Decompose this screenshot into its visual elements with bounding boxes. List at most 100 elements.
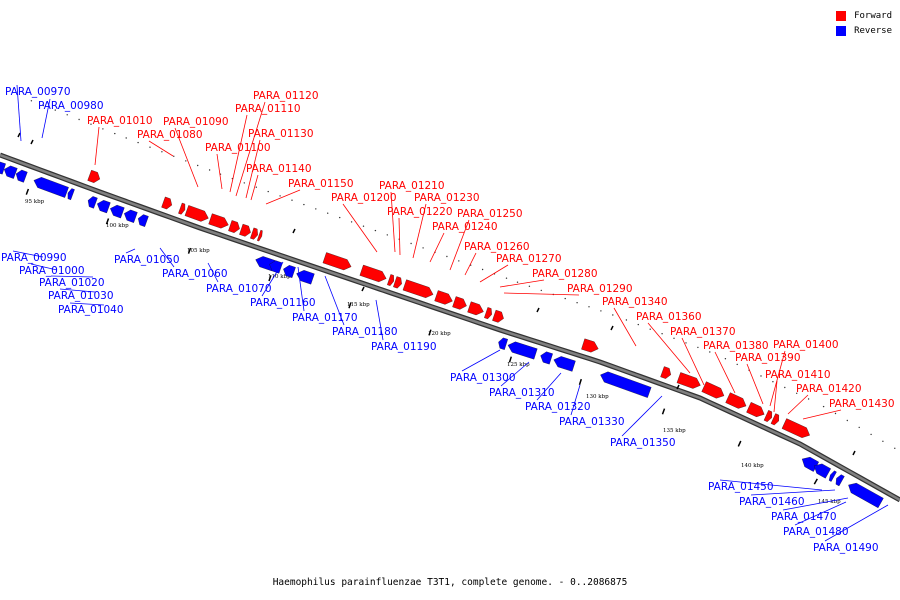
gene-label-para-01180[interactable]: PARA_01180 bbox=[332, 326, 398, 338]
gene-arrow-para-01280[interactable] bbox=[484, 307, 493, 320]
gene-arrow-para-01330[interactable] bbox=[552, 355, 576, 372]
gene-arrow-para-01300[interactable] bbox=[497, 337, 508, 350]
gene-label-para-01240[interactable]: PARA_01240 bbox=[432, 221, 498, 233]
gene-label-para-01050[interactable]: PARA_01050 bbox=[114, 254, 180, 266]
gene-label-para-01330[interactable]: PARA_01330 bbox=[559, 416, 625, 428]
gene-arrow-para-01290[interactable] bbox=[492, 309, 505, 324]
gene-label-para-01140[interactable]: PARA_01140 bbox=[246, 163, 312, 175]
gene-label-para-00970[interactable]: PARA_00970 bbox=[5, 86, 71, 98]
gene-arrow-para-01360[interactable] bbox=[660, 366, 673, 380]
gene-arrow-para-01470[interactable] bbox=[828, 470, 837, 482]
gene-label-para-01420[interactable]: PARA_01420 bbox=[796, 383, 862, 395]
gene-label-para-01200[interactable]: PARA_01200 bbox=[331, 192, 397, 204]
gene-arrow-para-00990[interactable] bbox=[14, 169, 28, 183]
gene-arrow-para-01040[interactable] bbox=[95, 199, 111, 214]
gene-arrow-para-00970[interactable] bbox=[0, 160, 6, 175]
gene-label-para-01410[interactable]: PARA_01410 bbox=[765, 369, 831, 381]
gene-label-para-01360[interactable]: PARA_01360 bbox=[636, 311, 702, 323]
gene-label-para-01430[interactable]: PARA_01430 bbox=[829, 398, 895, 410]
gene-arrow-para-01020[interactable] bbox=[66, 188, 75, 201]
gene-label-para-01020[interactable]: PARA_01020 bbox=[39, 277, 105, 289]
gene-arrow-para-01310[interactable] bbox=[506, 340, 538, 360]
gene-label-para-01000[interactable]: PARA_01000 bbox=[19, 265, 85, 277]
gene-label-para-01300[interactable]: PARA_01300 bbox=[450, 372, 516, 384]
gene-label-para-01160[interactable]: PARA_01160 bbox=[250, 297, 316, 309]
gene-arrow-para-01250[interactable] bbox=[434, 290, 455, 306]
gene-label-para-00990[interactable]: PARA_00990 bbox=[1, 252, 67, 264]
gene-label-para-01400[interactable]: PARA_01400 bbox=[773, 339, 839, 351]
gene-arrow-para-01080[interactable] bbox=[161, 196, 174, 210]
gene-arrow-para-01420[interactable] bbox=[770, 413, 781, 427]
gene-arrow-para-01110[interactable] bbox=[208, 213, 231, 231]
gene-arrow-para-01050[interactable] bbox=[108, 203, 125, 219]
gene-arrow-para-01010[interactable] bbox=[87, 169, 102, 184]
gene-label-para-01280[interactable]: PARA_01280 bbox=[532, 268, 598, 280]
gene-arrow-para-01490[interactable] bbox=[846, 480, 884, 509]
gene-arrow-para-01200[interactable] bbox=[322, 252, 353, 271]
gene-arrow-para-01070[interactable] bbox=[136, 213, 149, 227]
gene-arrow-para-00980[interactable] bbox=[2, 164, 18, 179]
gene-label-para-01460[interactable]: PARA_01460 bbox=[739, 496, 805, 508]
gene-arrow-para-01430[interactable] bbox=[781, 418, 812, 441]
gene-label-para-01110[interactable]: PARA_01110 bbox=[235, 103, 301, 115]
gene-arrow-para-01270[interactable] bbox=[467, 301, 486, 317]
gene-arrow-para-01150[interactable] bbox=[257, 229, 263, 242]
gene-label-para-01150[interactable]: PARA_01150 bbox=[288, 178, 354, 190]
gene-label-para-01270[interactable]: PARA_01270 bbox=[496, 253, 562, 265]
gene-arrow-para-01370[interactable] bbox=[676, 372, 702, 390]
gene-label-para-01220[interactable]: PARA_01220 bbox=[387, 206, 453, 218]
gene-label-para-01070[interactable]: PARA_01070 bbox=[206, 283, 272, 295]
gene-label-para-01250[interactable]: PARA_01250 bbox=[457, 208, 523, 220]
gene-arrow-para-01460[interactable] bbox=[811, 461, 831, 479]
gene-label-para-01170[interactable]: PARA_01170 bbox=[292, 312, 358, 324]
gene-label-para-01010[interactable]: PARA_01010 bbox=[87, 115, 153, 127]
gene-arrow-para-01380[interactable] bbox=[701, 381, 727, 401]
gene-label-para-01100[interactable]: PARA_01100 bbox=[205, 142, 271, 154]
gene-arrow-para-01260[interactable] bbox=[452, 296, 468, 311]
gene-arrow-para-01350[interactable] bbox=[599, 370, 652, 398]
gene-arrow-para-01230[interactable] bbox=[393, 276, 403, 289]
gene-arrow-para-01450[interactable] bbox=[799, 454, 819, 472]
gene-label-para-01080[interactable]: PARA_01080 bbox=[137, 129, 203, 141]
gene-label-para-01260[interactable]: PARA_01260 bbox=[464, 241, 530, 253]
gene-label-para-01120[interactable]: PARA_01120 bbox=[253, 90, 319, 102]
gene-label-para-01340[interactable]: PARA_01340 bbox=[602, 296, 668, 308]
gene-label-para-01380[interactable]: PARA_01380 bbox=[703, 340, 769, 352]
gene-label-para-01390[interactable]: PARA_01390 bbox=[735, 352, 801, 364]
gene-label-para-01290[interactable]: PARA_01290 bbox=[567, 283, 633, 295]
gene-label-para-01190[interactable]: PARA_01190 bbox=[371, 341, 437, 353]
gene-arrow-para-01100[interactable] bbox=[184, 205, 210, 223]
gene-label-para-01450[interactable]: PARA_01450 bbox=[708, 481, 774, 493]
gene-arrow-para-01000[interactable] bbox=[32, 175, 69, 198]
gene-label-para-01060[interactable]: PARA_01060 bbox=[162, 268, 228, 280]
gene-label-para-00980[interactable]: PARA_00980 bbox=[38, 100, 104, 112]
gene-arrow-para-01220[interactable] bbox=[387, 274, 395, 286]
gene-arrow-para-01180[interactable] bbox=[282, 264, 296, 278]
gene-label-para-01230[interactable]: PARA_01230 bbox=[414, 192, 480, 204]
gene-label-para-01130[interactable]: PARA_01130 bbox=[248, 128, 314, 140]
gene-arrow-para-01170[interactable] bbox=[268, 259, 283, 274]
gene-arrow-para-01400[interactable] bbox=[746, 402, 766, 419]
gene-arrow-para-01130[interactable] bbox=[239, 223, 252, 238]
gene-arrow-para-01210[interactable] bbox=[359, 264, 388, 284]
gene-arrow-para-01340[interactable] bbox=[581, 338, 600, 354]
gene-label-para-01210[interactable]: PARA_01210 bbox=[379, 180, 445, 192]
gene-label-para-01350[interactable]: PARA_01350 bbox=[610, 437, 676, 449]
gene-arrow-para-01320[interactable] bbox=[539, 350, 553, 365]
gene-arrow-para-01410[interactable] bbox=[763, 410, 774, 423]
gene-label-para-01040[interactable]: PARA_01040 bbox=[58, 304, 124, 316]
gene-label-para-01370[interactable]: PARA_01370 bbox=[670, 326, 736, 338]
gene-arrow-para-01140[interactable] bbox=[250, 227, 259, 240]
gene-arrow-para-01090[interactable] bbox=[178, 202, 186, 215]
gene-arrow-para-01120[interactable] bbox=[228, 220, 241, 234]
gene-label-para-01030[interactable]: PARA_01030 bbox=[48, 290, 114, 302]
gene-label-para-01480[interactable]: PARA_01480 bbox=[783, 526, 849, 538]
gene-arrow-para-01390[interactable] bbox=[725, 392, 749, 411]
gene-arrow-para-01480[interactable] bbox=[834, 473, 845, 487]
gene-arrow-para-01190[interactable] bbox=[295, 268, 315, 285]
gene-arrow-para-01060[interactable] bbox=[122, 208, 138, 223]
gene-arrow-para-01240[interactable] bbox=[402, 279, 435, 300]
gene-label-para-01320[interactable]: PARA_01320 bbox=[525, 401, 591, 413]
gene-arrow-para-01030[interactable] bbox=[86, 195, 98, 209]
gene-label-para-01310[interactable]: PARA_01310 bbox=[489, 387, 555, 399]
